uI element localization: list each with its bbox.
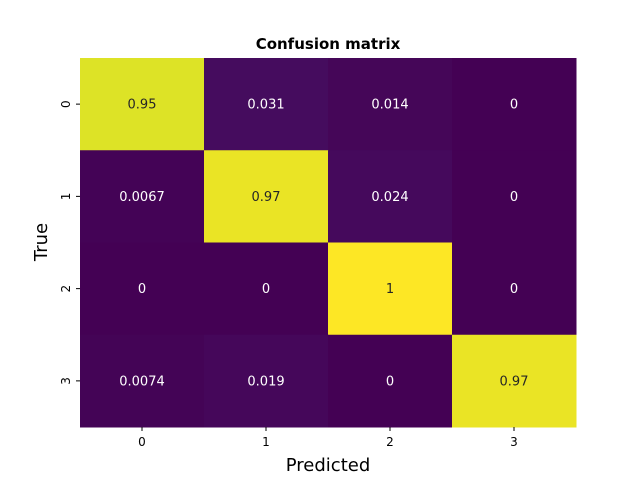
heatmap-cell-r0-c3	[452, 58, 577, 151]
x-axis-ticks: 0 1 2 3	[138, 427, 518, 449]
cell-value-label: 0.024	[371, 190, 408, 205]
cell-value-label: 0.97	[500, 374, 529, 389]
y-axis-ticks: 0 1 2 3	[59, 100, 80, 385]
cell-value-label: 0.0074	[119, 374, 165, 389]
heatmap-cell-r2-c2	[328, 242, 453, 336]
heatmap-cells	[80, 58, 577, 428]
heatmap-cell-r3-c2	[328, 334, 453, 428]
heatmap-cell-r1-c0	[80, 150, 205, 243]
heatmap-cell-r2-c1	[204, 242, 329, 336]
cell-value-label: 0.95	[128, 98, 157, 113]
cell-value-label: 0	[510, 282, 518, 297]
heatmap-cell-r1-c1	[204, 150, 329, 243]
y-tick-label: 3	[59, 377, 73, 385]
heatmap-cell-r3-c1	[204, 334, 329, 428]
cell-value-label: 0	[262, 282, 270, 297]
heatmap-cell-r0-c1	[204, 58, 329, 151]
heatmap-cell-r1-c2	[328, 150, 453, 243]
chart-title: Confusion matrix	[256, 35, 401, 53]
x-axis-label: Predicted	[286, 455, 371, 476]
x-tick-label: 0	[138, 435, 146, 449]
y-axis-label: True	[31, 223, 52, 262]
heatmap-cell-r3-c3	[452, 334, 577, 428]
cell-value-label: 0	[510, 98, 518, 113]
cell-value-label: 0	[510, 190, 518, 205]
heatmap-cell-r2-c0	[80, 242, 205, 336]
heatmap-cell-r2-c3	[452, 242, 577, 336]
cell-value-label: 0	[386, 374, 394, 389]
cell-value-label: 0.0067	[119, 190, 165, 205]
y-tick-label: 2	[59, 285, 73, 293]
cell-value-label: 0.97	[252, 190, 281, 205]
heatmap-cell-r0-c2	[328, 58, 453, 151]
x-tick-label: 3	[510, 435, 518, 449]
cell-value-label: 1	[386, 282, 394, 297]
cell-value-label: 0.031	[247, 98, 284, 113]
heatmap-cell-r0-c0	[80, 58, 205, 151]
heatmap-cell-labels: 0.95 0.031 0.014 0 0.0067 0.97 0.024 0 0 0 1 0 0.007…	[119, 98, 528, 390]
cell-value-label: 0.019	[247, 374, 284, 389]
y-tick-label: 0	[59, 100, 73, 108]
x-tick-label: 2	[386, 435, 394, 449]
y-tick-label: 1	[59, 193, 73, 201]
heatmap-cell-r3-c0	[80, 334, 205, 428]
heatmap-cell-r1-c3	[452, 150, 577, 243]
cell-value-label: 0	[138, 282, 146, 297]
x-tick-label: 1	[262, 435, 270, 449]
cell-value-label: 0.014	[371, 98, 408, 113]
